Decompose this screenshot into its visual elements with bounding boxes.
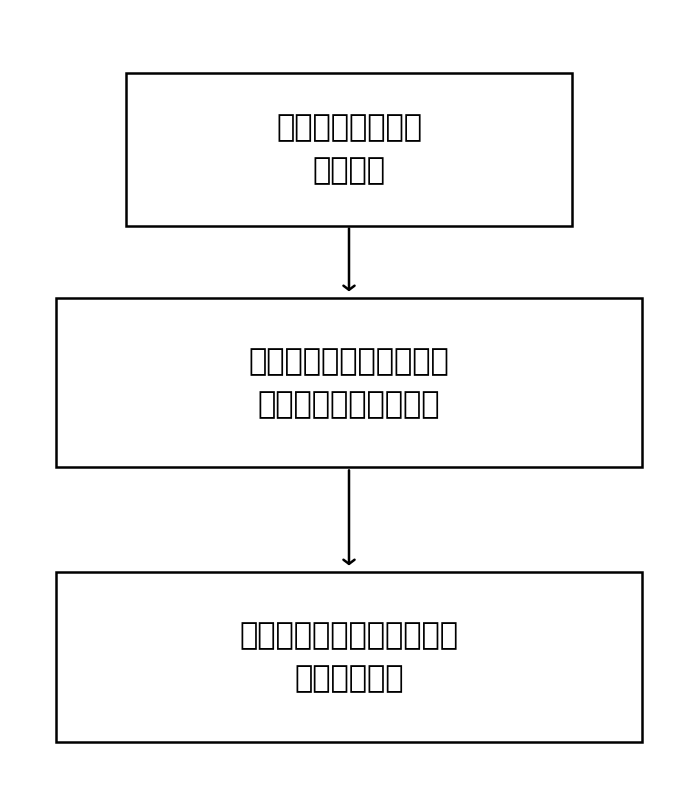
Text: 测量平台系统内各框架的
相对转动角度和角速度: 测量平台系统内各框架的 相对转动角度和角速度	[248, 347, 450, 419]
Bar	[126, 73, 572, 226]
Text: 计算台体、内框架和外框架
的合成角速度: 计算台体、内框架和外框架 的合成角速度	[239, 621, 459, 693]
Bar	[56, 572, 642, 742]
Bar	[56, 298, 642, 467]
Text: 测量台体的三轴角
速度分量: 测量台体的三轴角 速度分量	[276, 113, 422, 185]
